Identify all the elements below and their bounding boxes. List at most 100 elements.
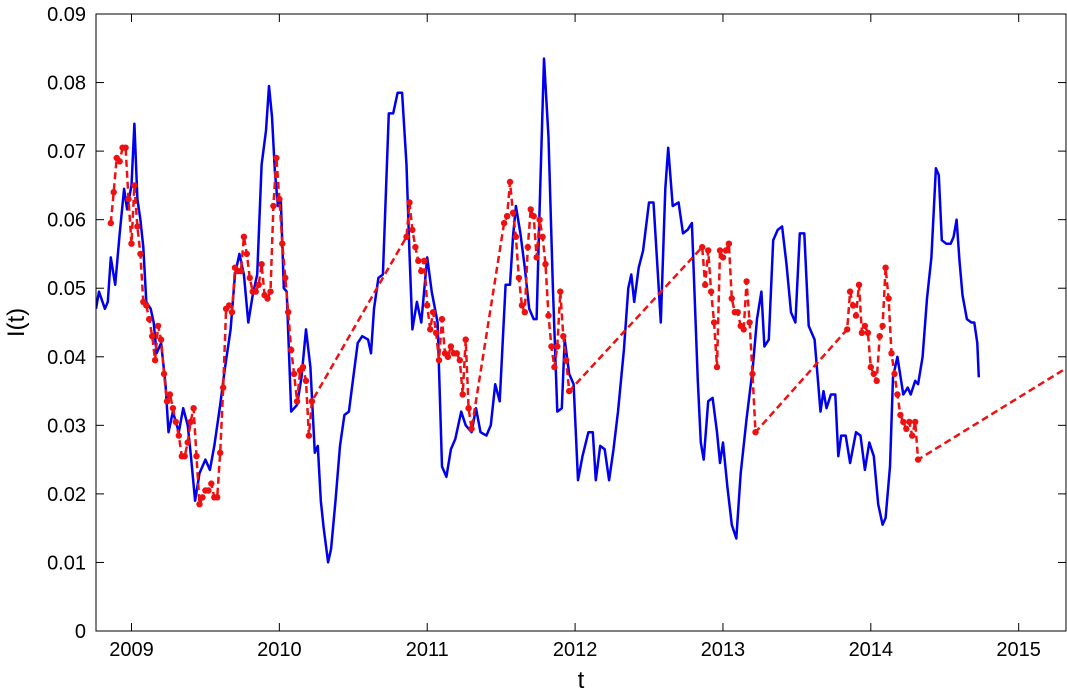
- series-2-point: [912, 418, 919, 426]
- series-2-point: [258, 261, 265, 268]
- series-2-point: [146, 315, 153, 323]
- series-2-point: [166, 391, 174, 398]
- series-2-point: [172, 418, 179, 426]
- series-2-point: [882, 264, 889, 271]
- series-2-point: [844, 326, 851, 333]
- series-2-point: [444, 353, 452, 360]
- series-2-point: [151, 357, 159, 364]
- series-2-point: [122, 144, 129, 151]
- y-tick-label: 0.06: [47, 210, 86, 232]
- series-2-point: [702, 281, 709, 288]
- series-2-point: [459, 391, 466, 398]
- series-2-point: [746, 319, 753, 326]
- series-2-point: [453, 350, 460, 357]
- series-2-point: [855, 281, 863, 288]
- x-tick-label: 2012: [553, 639, 598, 661]
- series-2-point: [305, 432, 313, 439]
- series-2-point: [228, 309, 236, 316]
- series-2-point: [503, 213, 511, 220]
- series-2-point: [429, 309, 437, 316]
- series-2-point: [551, 363, 558, 371]
- series-2-point: [184, 439, 191, 446]
- series-2-point: [743, 278, 750, 285]
- axes-frame: [95, 13, 1067, 632]
- series-2-point: [255, 281, 262, 288]
- axes: 0 0.01 0.02 0.03 0.04 0.05 0.06 0.07 0.08 0.09 200…: [47, 4, 1067, 661]
- series-2-point: [427, 326, 434, 333]
- series-2-point: [193, 453, 200, 460]
- y-tick-label: 0.01: [47, 552, 86, 574]
- y-tick-label: 0.02: [47, 484, 86, 506]
- series-2-point: [160, 370, 168, 378]
- series-2-point: [521, 309, 528, 316]
- series-2-point: [163, 398, 171, 405]
- series-2-point: [285, 309, 292, 316]
- series-2-point: [506, 178, 514, 186]
- series-2-point: [252, 288, 259, 295]
- series-2-point: [722, 247, 730, 254]
- series-2-point: [894, 391, 901, 398]
- y-tick-label: 0: [75, 621, 86, 643]
- y-tick-label: 0.08: [47, 73, 86, 95]
- series-2-point: [740, 326, 747, 333]
- series-2-point: [879, 322, 886, 330]
- series-2-point: [456, 357, 463, 364]
- series-2-point: [900, 418, 907, 426]
- series-2-point: [424, 302, 431, 309]
- series-2-point: [199, 494, 206, 501]
- series-2-point: [169, 405, 177, 412]
- series-2-point: [110, 189, 117, 196]
- y-tick-label: 0.07: [47, 141, 86, 163]
- series-2-point: [412, 243, 419, 251]
- series-1-line: [96, 57, 981, 564]
- series-2-point: [888, 350, 895, 357]
- series-2-point: [154, 322, 162, 330]
- x-tick-label: 2010: [257, 639, 302, 661]
- series-2-point: [240, 233, 248, 240]
- series-2-point: [128, 240, 135, 247]
- series-2-point: [849, 302, 857, 309]
- series-2-point: [512, 233, 520, 240]
- series-2-point: [885, 295, 892, 302]
- series-2-point: [873, 377, 880, 384]
- plot-area: [96, 57, 1066, 564]
- series-2-point: [220, 384, 227, 391]
- series-2-point: [536, 216, 543, 223]
- series-2-point: [267, 288, 274, 295]
- series-2-point: [418, 267, 425, 275]
- y-tick-label: 0.04: [47, 347, 86, 369]
- series-2-point: [500, 219, 508, 227]
- series-2-point: [705, 247, 712, 254]
- series-2-point: [713, 363, 721, 371]
- series-2-point: [237, 267, 245, 275]
- series-2-point: [270, 202, 277, 210]
- y-axis-label: I(t): [3, 308, 30, 337]
- x-axis-label: t: [578, 667, 585, 693]
- series-2-point: [515, 274, 523, 282]
- series-2-point: [465, 405, 472, 412]
- series-2-point: [415, 257, 422, 264]
- series-2-point: [435, 357, 443, 364]
- series-2-point: [554, 343, 561, 350]
- series-2-point: [509, 209, 517, 216]
- x-tick-label: 2013: [701, 639, 746, 661]
- series-2-point: [175, 432, 182, 439]
- series-2-point: [134, 223, 141, 230]
- series-2-point: [533, 254, 540, 261]
- series-2-point: [276, 195, 283, 203]
- series-2-point: [187, 418, 194, 426]
- series-2-point: [137, 250, 144, 258]
- series-2-point: [734, 309, 741, 316]
- series-2-point: [196, 501, 203, 508]
- series-2-point: [406, 199, 413, 206]
- y-tick-label: 0.03: [47, 415, 86, 437]
- series-2-point: [308, 398, 316, 405]
- series-2-point: [728, 295, 735, 302]
- series-2-point: [876, 333, 883, 340]
- series-2-point: [403, 233, 410, 240]
- series-2-point: [131, 182, 138, 189]
- series-2-point: [243, 250, 250, 258]
- series-2-point: [867, 363, 874, 371]
- series-2-point: [542, 261, 549, 268]
